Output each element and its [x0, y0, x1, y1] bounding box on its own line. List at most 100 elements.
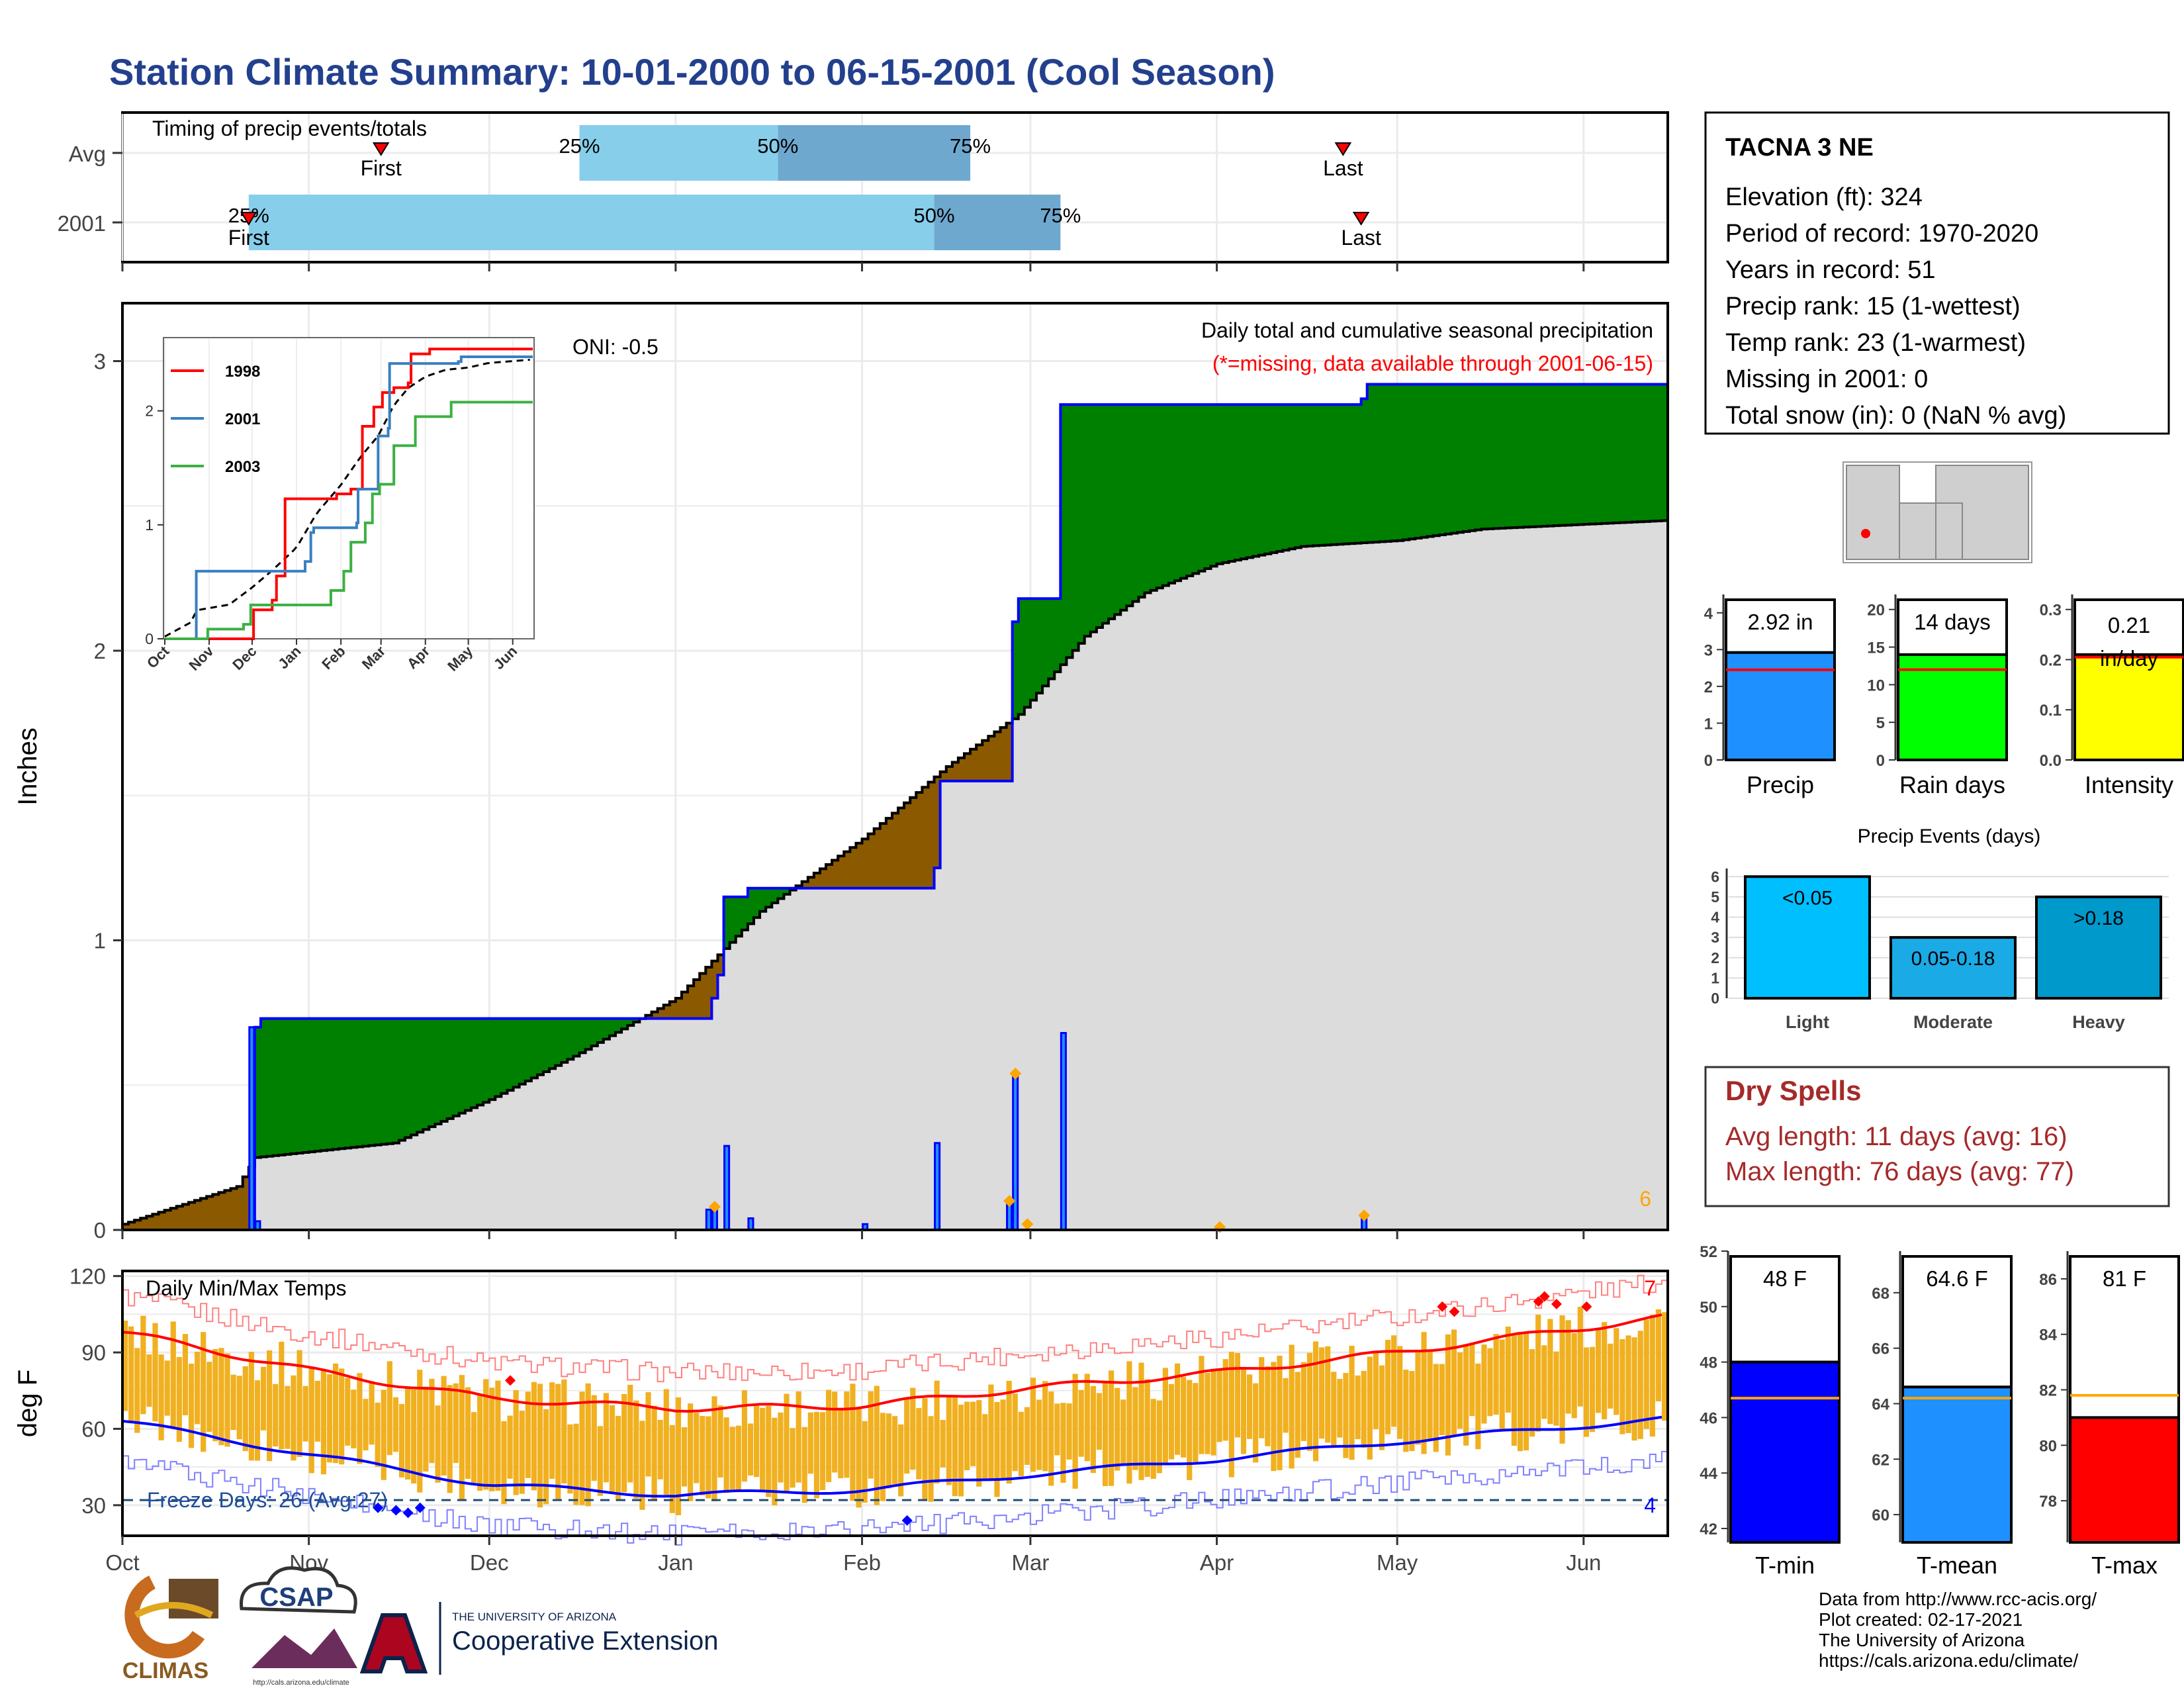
- missing-note: (*=missing, data available through 2001-…: [1212, 352, 1653, 375]
- daily-temp-range-bar: [206, 1362, 212, 1432]
- precip-event-marker: [1021, 1218, 1034, 1231]
- climas-mark: [124, 1575, 205, 1659]
- rain-days-label-box: [1897, 598, 2008, 656]
- precip-y-tick-label: 0: [94, 1218, 106, 1243]
- daily-temp-range-bar: [796, 1391, 801, 1483]
- daily-temp-range-bar: [1367, 1356, 1373, 1460]
- daily-temp-range-bar: [1343, 1373, 1349, 1458]
- daily-temp-range-bar: [1535, 1315, 1541, 1432]
- daily-temp-range-bar: [711, 1396, 717, 1502]
- events-category-label: Light: [1786, 1012, 1829, 1032]
- precip-events-chart: Precip Events (days) 0 1 2 3 4 5 6 <0.05 Light 0.…: [1711, 825, 2169, 1032]
- daily-temp-range-bar: [1583, 1347, 1589, 1437]
- precip-event-marker: [1009, 1067, 1022, 1080]
- daily-temp-range-bar: [856, 1407, 862, 1508]
- rain-days-y-tick-label: 10: [1867, 677, 1885, 694]
- inset-legend-label: 1998: [225, 363, 260, 381]
- daily-temp-range-bar: [182, 1334, 189, 1416]
- timing-panel-title: Timing of precip events/totals: [152, 117, 427, 140]
- daily-temp-range-bar: [326, 1374, 333, 1463]
- daily-temp-range-bar: [242, 1366, 248, 1452]
- station-info-box: TACNA 3 NE Elevation (ft): 324 Period of …: [1704, 111, 2170, 435]
- daily-temp-range-bar: [868, 1391, 874, 1479]
- daily-temp-range-bar: [1168, 1383, 1175, 1460]
- daily-temp-range-bar: [747, 1423, 754, 1476]
- precip-y-tick-label: 3: [1704, 641, 1713, 659]
- daily-temp-range-bar: [1265, 1366, 1271, 1446]
- dry-spells-title: Dry Spells: [1725, 1075, 1861, 1106]
- events-y-tick-label: 1: [1711, 969, 1719, 986]
- daily-temp-range-bar: [1331, 1372, 1337, 1447]
- inset-series-2001: [165, 355, 533, 640]
- events-bar: [1889, 936, 2017, 1000]
- daily-precip-bar: [1006, 1203, 1013, 1231]
- dry-spells-frame: [1704, 1066, 2170, 1207]
- daily-temp-range-bar: [898, 1424, 904, 1497]
- daily-temp-range-bar: [1614, 1328, 1619, 1415]
- daily-temp-range-bar: [501, 1421, 507, 1505]
- daily-temp-range-bar: [465, 1387, 471, 1479]
- precip-common-area: [122, 520, 1668, 1231]
- daily-temp-range-bar: [1096, 1393, 1103, 1450]
- daily-temp-range-bar: [1643, 1319, 1649, 1429]
- inset-legend-label: 2001: [225, 410, 260, 428]
- events-category-label: Heavy: [2072, 1012, 2125, 1032]
- events-y-tick-label: 4: [1711, 909, 1719, 926]
- ua-subtitle: THE UNIVERSITY OF ARIZONA: [452, 1611, 617, 1623]
- precip-value-label: 2.92 in: [1747, 610, 1813, 634]
- events-y-tick-label: 6: [1711, 868, 1719, 885]
- csap-url: http://cals.arizona.edu/climate: [253, 1679, 349, 1687]
- oni-label: ONI: -0.5: [572, 335, 659, 359]
- record-high-marker: [1539, 1291, 1550, 1302]
- daily-temp-range-bar: [1523, 1333, 1529, 1451]
- precip-average-cumulative-line: [122, 519, 1668, 1226]
- daily-temp-range-bar: [429, 1378, 435, 1464]
- daily-temp-range-bar: [1018, 1411, 1024, 1477]
- daily-temp-range-bar: [302, 1385, 308, 1442]
- t-min-value-label: 48 F: [1763, 1266, 1807, 1291]
- daily-temp-range-bar: [1216, 1369, 1222, 1442]
- daily-temp-range-bar: [681, 1427, 688, 1487]
- daily-temp-range-bar: [1589, 1346, 1596, 1432]
- daily-temp-range-bar: [874, 1385, 880, 1505]
- daily-temp-range-bar: [411, 1389, 417, 1484]
- daily-temp-range-bar: [459, 1375, 465, 1500]
- daily-temp-range-bar: [176, 1356, 182, 1442]
- daily-temp-range-bar: [1349, 1345, 1355, 1460]
- daily-temp-range-bar: [663, 1389, 669, 1495]
- daily-temp-range-bar: [1355, 1375, 1361, 1440]
- daily-temp-range-bar: [1138, 1362, 1144, 1480]
- daily-temp-range-bar: [891, 1416, 898, 1485]
- intensity-y-tick-label: 0.2: [2040, 651, 2062, 669]
- t-max-category-label: T-max: [2091, 1552, 2158, 1579]
- record-high-marker: [1581, 1301, 1592, 1312]
- daily-temp-range-bar: [1228, 1352, 1234, 1477]
- record-high-line: [122, 1274, 1668, 1383]
- daily-temp-range-bar: [549, 1382, 555, 1479]
- daily-temp-range-bar: [1625, 1335, 1631, 1433]
- daily-temp-range-bar: [1126, 1361, 1132, 1484]
- daily-temp-range-bar: [417, 1370, 423, 1493]
- daily-temp-range-bar: [1240, 1368, 1247, 1454]
- temp-panel-title: Daily Min/Max Temps: [146, 1276, 346, 1300]
- daily-temp-range-bar: [1325, 1346, 1331, 1443]
- record-low-marker: [901, 1515, 913, 1526]
- daily-temp-range-bar: [645, 1392, 651, 1477]
- record-low-marker: [390, 1505, 402, 1516]
- daily-temp-range-bar: [705, 1416, 711, 1499]
- precip-y-tick-label: 2: [94, 639, 106, 663]
- daily-temp-range-bar: [862, 1421, 868, 1503]
- daily-temp-range-bar: [1433, 1364, 1439, 1452]
- t-mean-y-tick-label: 62: [1872, 1451, 1889, 1469]
- daily-temp-range-bar: [1162, 1368, 1168, 1464]
- daily-temp-range-bar: [1457, 1352, 1463, 1429]
- daily-temp-range-bar: [218, 1348, 224, 1446]
- daily-temp-range-bar: [1493, 1334, 1499, 1415]
- inset-y-tick-label: 0: [145, 630, 154, 647]
- temp-panel-frame: [121, 1270, 1669, 1537]
- t-max-value-bar: [2069, 1416, 2180, 1544]
- daily-temp-range-bar: [1199, 1356, 1205, 1454]
- daily-temp-range-bar: [1109, 1370, 1115, 1486]
- events-bar-label: <0.05: [1782, 887, 1833, 909]
